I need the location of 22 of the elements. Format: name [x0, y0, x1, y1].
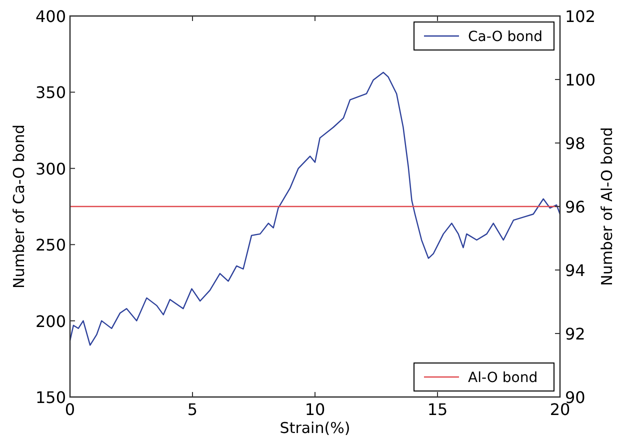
- y2-tick-label: 96: [565, 198, 586, 216]
- x-tick-label: 5: [187, 400, 198, 419]
- y2-axis-title: Number of Al-O bond: [598, 127, 616, 286]
- x-axis-title: Strain(%): [280, 419, 350, 437]
- x-tick-label: 10: [304, 400, 326, 419]
- y-tick-label: 150: [35, 388, 66, 407]
- y-tick-label: 200: [35, 312, 66, 331]
- y-tick-label: 350: [35, 83, 66, 102]
- y2-tick-label: 92: [565, 324, 586, 344]
- y-tick-label: 400: [35, 7, 66, 26]
- line-series: [69, 72, 561, 346]
- y-tick-label: 300: [35, 159, 66, 178]
- y2-tick-label: 94: [565, 261, 586, 280]
- y2-tick-label: 100: [565, 70, 596, 90]
- y2-tick-label: 102: [565, 7, 596, 26]
- legend-label: Al-O bond: [468, 370, 538, 386]
- y2-tick-label: 98: [565, 134, 586, 153]
- x-tick-label: 15: [427, 400, 448, 419]
- legend-label: Ca-O bond: [468, 29, 542, 45]
- y-axis-title: Number of Ca-O bond: [10, 124, 28, 289]
- y-tick-label: 250: [35, 236, 66, 255]
- x-tick-label: 0: [64, 400, 76, 419]
